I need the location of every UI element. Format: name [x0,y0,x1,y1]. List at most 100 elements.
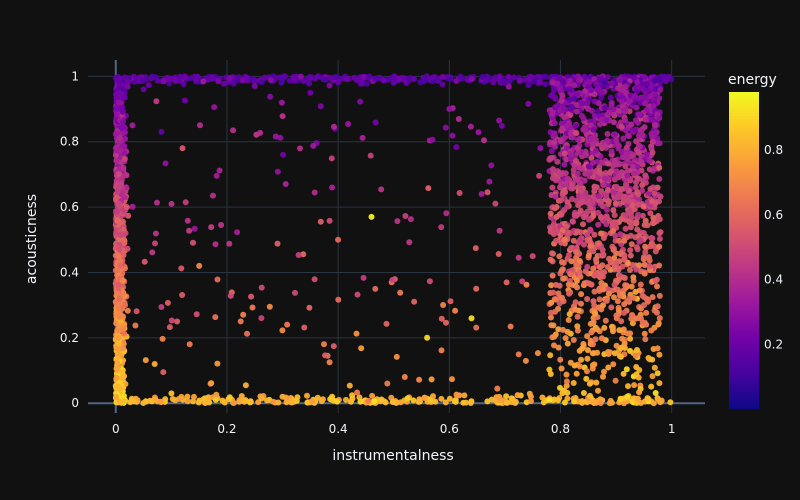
data-point [503,279,510,286]
data-point [576,164,583,171]
data-point [639,212,646,219]
data-point [548,282,555,289]
data-point [550,289,557,296]
data-point [120,277,126,284]
data-point [275,399,282,406]
data-point [652,122,658,129]
data-point [610,106,617,113]
data-point [584,333,591,340]
data-point [564,340,571,347]
data-point [580,221,586,228]
data-point [116,322,123,329]
data-point [115,99,122,106]
data-point [551,139,558,146]
data-point [249,304,256,311]
data-point [574,284,581,291]
data-point [622,212,629,219]
data-point [411,298,418,305]
data-point [307,89,314,96]
data-point [594,326,600,333]
data-point [608,399,615,406]
data-point [597,230,604,237]
data-point [507,323,514,330]
data-point [365,397,372,404]
data-point [567,105,574,112]
data-point [492,74,499,81]
data-point [549,79,556,86]
data-point [639,292,646,299]
data-point [588,155,595,161]
data-point [577,199,584,206]
data-point [130,398,137,405]
data-point [390,79,397,86]
data-point [317,218,324,225]
x-tick-label: 0 [112,422,120,436]
data-point [611,294,617,301]
data-point [384,380,391,387]
data-point [330,343,337,350]
data-point [284,321,291,328]
data-point [657,229,664,236]
data-point [621,256,627,263]
data-point [494,385,501,392]
data-point [648,327,655,334]
data-point [311,276,318,283]
data-point [604,137,611,144]
data-point [621,275,628,281]
data-point [613,220,620,227]
data-point [595,387,601,394]
data-point [575,136,582,143]
data-point [577,237,583,243]
data-point [596,240,602,247]
data-point [584,368,590,375]
data-point [115,281,122,288]
data-point [279,77,285,84]
data-point [212,396,219,403]
data-point [651,165,658,172]
data-point [515,351,522,358]
data-point [186,227,193,234]
data-point [599,262,606,269]
x-axis-title: instrumentalness [332,448,453,464]
data-point [654,345,661,352]
data-point [574,313,581,320]
data-point [590,248,597,255]
y-tick-label: 1 [71,69,79,83]
data-point [525,100,532,107]
data-point [122,135,129,142]
data-point [551,342,557,349]
data-point [380,77,387,84]
data-point [647,210,654,217]
data-point [184,217,191,224]
data-point [168,390,175,397]
data-point [114,217,121,224]
data-point [528,398,534,404]
data-point [610,162,617,169]
data-point [319,396,326,403]
data-point [613,137,620,144]
data-point [560,259,567,266]
data-point [640,302,647,309]
data-point [654,309,660,316]
data-point [635,211,642,218]
data-point [461,392,468,399]
data-point [610,246,617,253]
data-point [605,182,611,189]
data-point [310,142,317,149]
data-point [579,100,586,107]
data-point [383,320,390,327]
data-point [604,131,611,137]
data-point [616,173,623,180]
data-point [630,170,637,177]
data-point [651,364,658,371]
data-point [605,290,612,297]
data-point [234,77,241,84]
data-point [622,106,629,113]
data-point [557,197,564,204]
data-point [328,155,335,162]
data-point [460,399,467,406]
data-point [591,231,598,238]
data-point [359,80,366,87]
data-point [636,111,642,118]
data-point [236,397,243,404]
